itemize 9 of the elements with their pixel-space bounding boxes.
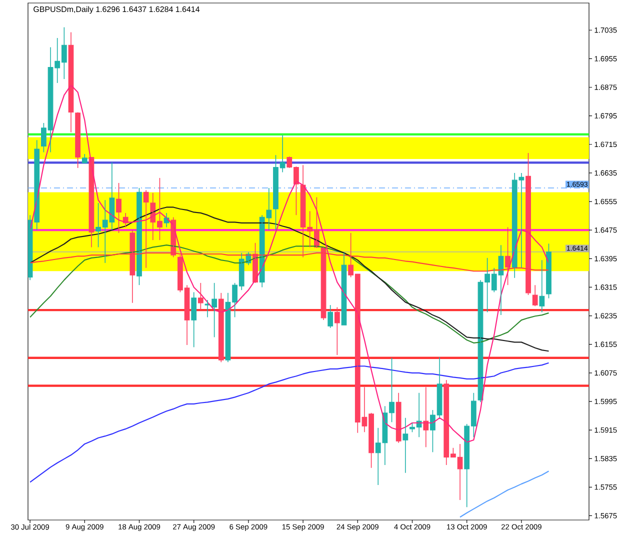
candlestick	[116, 182, 122, 234]
candlestick	[82, 154, 88, 164]
candlestick	[546, 243, 552, 299]
candlestick	[334, 306, 340, 356]
candlestick	[198, 282, 204, 310]
candlestick	[75, 112, 81, 168]
candlestick	[526, 152, 531, 296]
candlestick	[191, 292, 197, 348]
candlestick	[328, 304, 334, 328]
